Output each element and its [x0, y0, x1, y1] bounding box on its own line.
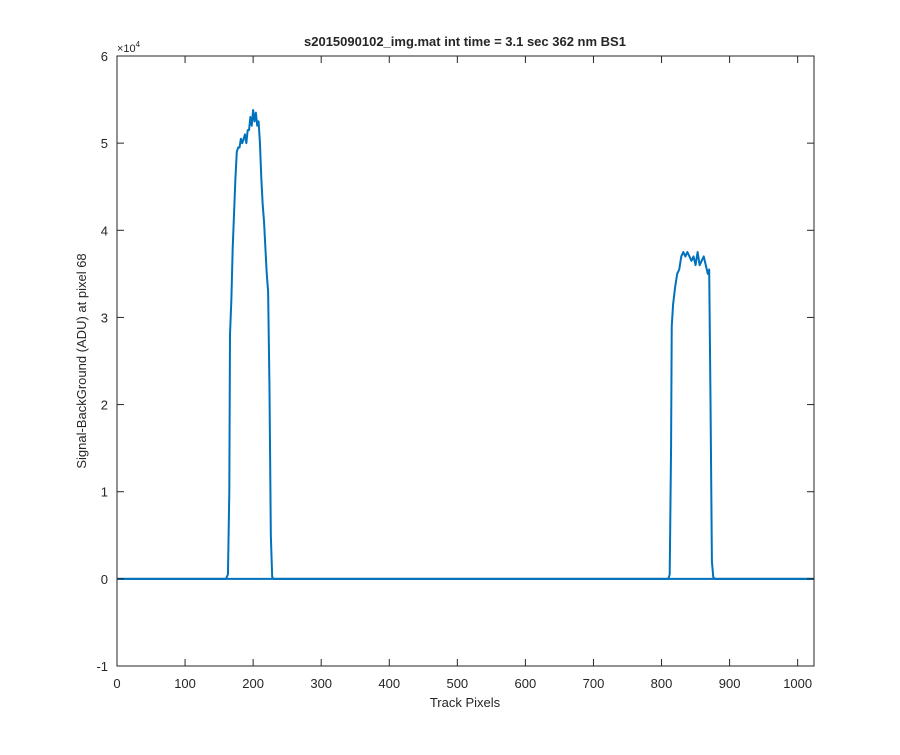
x-tick-label: 900	[719, 676, 741, 691]
axes-box	[116, 55, 815, 667]
y-tick-label: 0	[101, 572, 108, 587]
y-exponent-power: 4	[136, 40, 141, 49]
series-line-2	[117, 251, 814, 580]
plot-area	[117, 56, 814, 666]
y-exponent-label: ×104	[117, 40, 141, 55]
x-tick-label: 800	[651, 676, 673, 691]
y-tick-label: 3	[101, 310, 108, 325]
x-tick-label: 0	[113, 676, 120, 691]
y-exponent-base: ×10	[117, 43, 136, 55]
x-tick-label: 700	[583, 676, 605, 691]
y-tick-label: 6	[101, 49, 108, 64]
y-tick-label: 2	[101, 398, 108, 413]
data-layer	[117, 109, 814, 580]
y-axis-label: Signal-BackGround (ADU) at pixel 68	[74, 253, 89, 468]
x-tick-label: 500	[446, 676, 468, 691]
series-line-1	[117, 109, 814, 580]
y-tick-label: 4	[101, 223, 108, 238]
x-tick-label: 600	[515, 676, 537, 691]
x-tick-label: 400	[378, 676, 400, 691]
x-tick-label: 100	[174, 676, 196, 691]
tick-layer: 0 100 200 300 400 500 600 700 800 900 1000 -1 0 1 2 3 4 5…	[96, 49, 814, 691]
x-tick-label: 1000	[783, 676, 812, 691]
x-axis-label: Track Pixels	[430, 695, 501, 710]
y-tick-label: -1	[96, 659, 108, 674]
y-tick-label: 5	[101, 136, 108, 151]
x-tick-label: 300	[310, 676, 332, 691]
x-tick-label: 200	[242, 676, 264, 691]
chart-title: s2015090102_img.mat int time = 3.1 sec 3…	[304, 34, 626, 49]
y-tick-label: 1	[101, 485, 108, 500]
